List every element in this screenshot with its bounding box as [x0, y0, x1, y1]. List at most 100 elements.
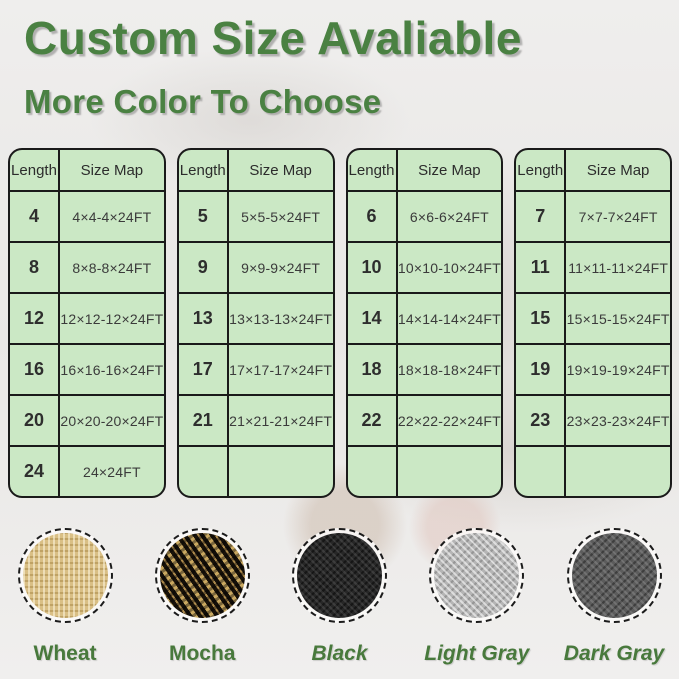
size-cell: 14×14-14×24FT	[397, 310, 501, 327]
length-cell: 17	[179, 345, 229, 394]
header-cell-length: Length	[179, 150, 229, 190]
color-swatch-dark-gray: Dark Gray	[563, 528, 665, 666]
swatch-label: Wheat	[33, 642, 97, 665]
table-row: 14 14×14-14×24FT	[347, 292, 502, 343]
length-cell: 13	[179, 294, 229, 343]
table-row: 20 20×20-20×24FT	[10, 394, 164, 445]
fabric-texture-image	[434, 533, 520, 618]
table-row: 15 15×15-15×24FT	[516, 292, 670, 343]
fabric-texture-image	[571, 533, 657, 618]
table-row: 9 9×9-9×24FT	[178, 241, 333, 292]
color-swatch-black: Black	[291, 528, 389, 666]
size-cell: 7×7-7×24FT	[578, 208, 658, 225]
size-cell	[566, 447, 670, 496]
table-row	[178, 445, 333, 496]
table-row: 5 5×5-5×24FT	[178, 190, 333, 241]
size-table-2: Length Size Map 5 5×5-5×24FT 9 9×9-9×24FT 13…	[176, 148, 335, 498]
color-swatch-mocha: Mocha	[153, 528, 251, 666]
page-subtitle: More Color To Choose	[24, 83, 382, 120]
color-swatch-wheat: Wheat	[16, 528, 114, 666]
length-cell: 6	[348, 192, 398, 241]
size-cell: 11×11-11×24FT	[568, 259, 669, 276]
swatch-label: Light Gray	[424, 642, 530, 665]
fabric-swatch-circle	[292, 528, 387, 623]
size-cell: 4×4-4×24FT	[72, 208, 152, 225]
color-swatch-light-gray: Light Gray	[424, 528, 529, 666]
table-row: 13 13×13-13×24FT	[178, 292, 333, 343]
table-row	[347, 445, 502, 496]
table-row: 6 6×6-6×24FT	[347, 190, 502, 241]
table-row: 17 17×17-17×24FT	[178, 343, 333, 394]
header-cell-size-map: Size Map	[418, 161, 481, 179]
length-cell: 5	[179, 192, 229, 241]
table-row: 10 10×10-10×24FT	[347, 241, 502, 292]
fabric-swatch-circle	[154, 528, 250, 623]
table-row: 4 4×4-4×24FT	[10, 190, 164, 241]
table-row	[516, 445, 670, 496]
table-row: 21 21×21-21×24FT	[178, 394, 333, 445]
size-cell: 22×22-22×24FT	[397, 412, 501, 429]
fabric-texture-image	[297, 533, 382, 618]
table-row: 22 22×22-22×24FT	[347, 394, 502, 445]
size-cell	[229, 447, 333, 496]
table-row: 12 12×12-12×24FT	[10, 292, 164, 343]
header-cell-size-map: Size Map	[586, 161, 650, 179]
size-cell: 17×17-17×24FT	[229, 361, 333, 378]
length-cell: 18	[348, 345, 398, 394]
length-cell	[179, 447, 229, 496]
length-cell: 12	[10, 294, 60, 343]
size-cell	[398, 447, 502, 496]
fabric-texture-image	[159, 533, 245, 618]
header-cell-length: Length	[516, 150, 567, 190]
size-cell: 12×12-12×24FT	[60, 310, 164, 327]
size-cell: 16×16-16×24FT	[60, 361, 164, 378]
size-cell: 18×18-18×24FT	[397, 361, 501, 378]
table-row: 18 18×18-18×24FT	[347, 343, 502, 394]
size-cell: 10×10-10×24FT	[397, 259, 501, 276]
length-cell	[348, 447, 398, 496]
length-cell: 14	[348, 294, 398, 343]
table-row: 11 11×11-11×24FT	[516, 241, 670, 292]
table-row: 24 24×24FT	[10, 445, 164, 496]
length-cell: 22	[348, 396, 398, 445]
length-cell: 9	[179, 243, 229, 292]
header-cell-length: Length	[10, 150, 60, 190]
length-cell: 10	[348, 243, 398, 292]
table-row: 16 16×16-16×24FT	[10, 343, 164, 394]
size-table-3: Length Size Map 6 6×6-6×24FT 10 10×10-10×24…	[345, 148, 504, 498]
fabric-swatch-circle	[17, 528, 113, 623]
length-cell: 8	[10, 243, 60, 292]
table-header-row: Length Size Map	[179, 150, 333, 190]
size-cell: 13×13-13×24FT	[229, 310, 333, 327]
size-table-1: Length Size Map 4 4×4-4×24FT 8 8×8-8×24FT 12…	[8, 148, 166, 498]
length-cell: 19	[516, 345, 567, 394]
length-cell: 24	[10, 447, 60, 496]
length-cell: 4	[10, 192, 60, 241]
length-cell: 23	[516, 396, 567, 445]
fabric-texture-image	[22, 533, 108, 618]
header-cell-size-map: Size Map	[80, 161, 144, 179]
length-cell: 21	[179, 396, 229, 445]
swatch-label: Black	[311, 642, 368, 665]
fabric-swatch-circle	[429, 528, 525, 623]
size-table-4: Length Size Map 7 7×7-7×24FT 11 11×11-11×24…	[514, 148, 672, 498]
table-row: 19 19×19-19×24FT	[516, 343, 670, 394]
size-tables: Length Size Map 4 4×4-4×24FT 8 8×8-8×24FT 12…	[8, 148, 672, 498]
size-cell: 8×8-8×24FT	[72, 259, 152, 276]
size-cell: 20×20-20×24FT	[60, 412, 164, 429]
header-cell-length: Length	[348, 150, 398, 190]
size-cell: 19×19-19×24FT	[566, 361, 670, 378]
table-header-row: Length Size Map	[516, 150, 670, 190]
fabric-swatch-circle	[566, 528, 662, 623]
size-cell: 21×21-21×24FT	[229, 412, 333, 429]
size-cell: 9×9-9×24FT	[241, 259, 321, 276]
length-cell: 15	[516, 294, 567, 343]
size-cell: 6×6-6×24FT	[409, 208, 489, 225]
size-cell: 24×24FT	[82, 463, 141, 480]
color-swatches: Wheat Mocha Black Light Gray Dark Gray	[0, 528, 679, 666]
table-row: 8 8×8-8×24FT	[10, 241, 164, 292]
swatch-label: Dark Gray	[563, 642, 665, 665]
table-header-row: Length Size Map	[348, 150, 502, 190]
table-header-row: Length Size Map	[10, 150, 164, 190]
length-cell: 16	[10, 345, 60, 394]
